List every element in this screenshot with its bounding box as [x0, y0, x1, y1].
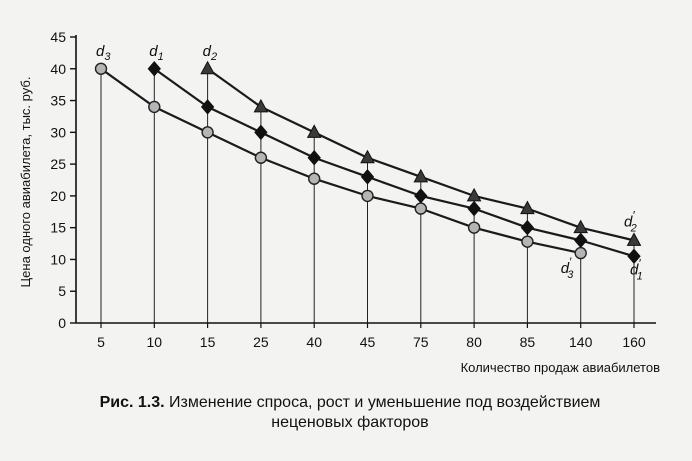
end-label-d2: d′ 2 — [624, 208, 637, 234]
point-d1 — [200, 99, 215, 115]
caption-line-1: Изменение спроса, рост и уменьшение под … — [164, 394, 601, 411]
point-d1 — [147, 61, 161, 77]
point-d1 — [520, 219, 535, 236]
point-d1 — [307, 149, 321, 166]
point-d1 — [414, 188, 428, 204]
point-d1 — [254, 124, 268, 141]
point-d3 — [94, 62, 108, 75]
point-d1 — [627, 248, 641, 265]
y-tick-label: 45 — [50, 29, 66, 45]
y-tick-label: 5 — [58, 283, 66, 299]
point-d2 — [413, 168, 429, 183]
point-d3 — [361, 189, 374, 203]
y-tick-label: 15 — [50, 220, 66, 236]
end-label-d1: d′ 1 — [630, 256, 643, 282]
y-tick-label: 40 — [50, 61, 66, 77]
series-markers — [94, 60, 642, 265]
x-axis: 5 10 15 25 40 45 75 80 85 140 160 — [76, 322, 656, 350]
point-d2 — [253, 98, 269, 113]
y-axis: 0 5 10 15 20 25 30 35 40 45 — [50, 29, 77, 331]
y-tick-label: 25 — [50, 156, 66, 172]
x-tick-label: 85 — [520, 334, 536, 350]
point-d3 — [201, 126, 214, 139]
y-axis-label: Цена одного авиабилета, тыс. руб. — [18, 77, 33, 288]
figure-caption: Рис. 1.3. Изменение спроса, рост и умень… — [40, 393, 660, 433]
point-d3 — [467, 221, 481, 234]
end-label-d3: d′ 3 — [561, 255, 575, 281]
point-d3 — [574, 246, 587, 260]
point-d1 — [574, 232, 588, 249]
y-tick-label: 0 — [58, 315, 66, 331]
x-tick-label: 80 — [466, 334, 482, 350]
series-line-d3 — [100, 67, 581, 255]
x-tick-label: 40 — [306, 334, 322, 350]
x-tick-label: 5 — [97, 334, 105, 350]
point-d2 — [200, 60, 215, 75]
y-tick-label: 30 — [50, 124, 66, 140]
y-tick-label: 35 — [50, 93, 66, 109]
y-tick-label: 10 — [50, 251, 66, 267]
point-d2 — [520, 200, 535, 215]
curve-labels: d2 d′ 2 d1 d′ 1 d3 d′ 3 — [96, 43, 643, 282]
point-d2 — [306, 124, 322, 138]
x-tick-label: 15 — [200, 334, 216, 350]
x-tick-label: 160 — [622, 334, 646, 350]
start-label-d3: d3 — [96, 43, 111, 63]
point-d3 — [254, 151, 268, 164]
y-tick-label: 20 — [50, 188, 66, 204]
point-d3 — [414, 202, 427, 215]
x-tick-label: 25 — [253, 334, 269, 350]
start-label-d1: d1 — [149, 43, 163, 63]
point-d2 — [360, 149, 375, 164]
x-axis-label: Количество продаж авиабилетов — [461, 360, 661, 375]
series-line-d1 — [153, 67, 635, 258]
caption-line-2: неценовых факторов — [271, 414, 429, 431]
point-d3 — [148, 100, 161, 114]
x-tick-label: 75 — [413, 334, 429, 350]
x-tick-label: 140 — [569, 334, 593, 350]
point-d1 — [360, 169, 375, 185]
caption-figure-number: Рис. 1.3. — [99, 394, 165, 411]
point-d1 — [467, 200, 481, 217]
x-tick-label: 45 — [360, 334, 376, 350]
x-tick-label: 10 — [147, 334, 163, 350]
point-d3 — [521, 235, 534, 248]
point-d3 — [308, 172, 321, 185]
start-label-d2: d2 — [203, 43, 217, 63]
point-d2 — [626, 232, 642, 246]
